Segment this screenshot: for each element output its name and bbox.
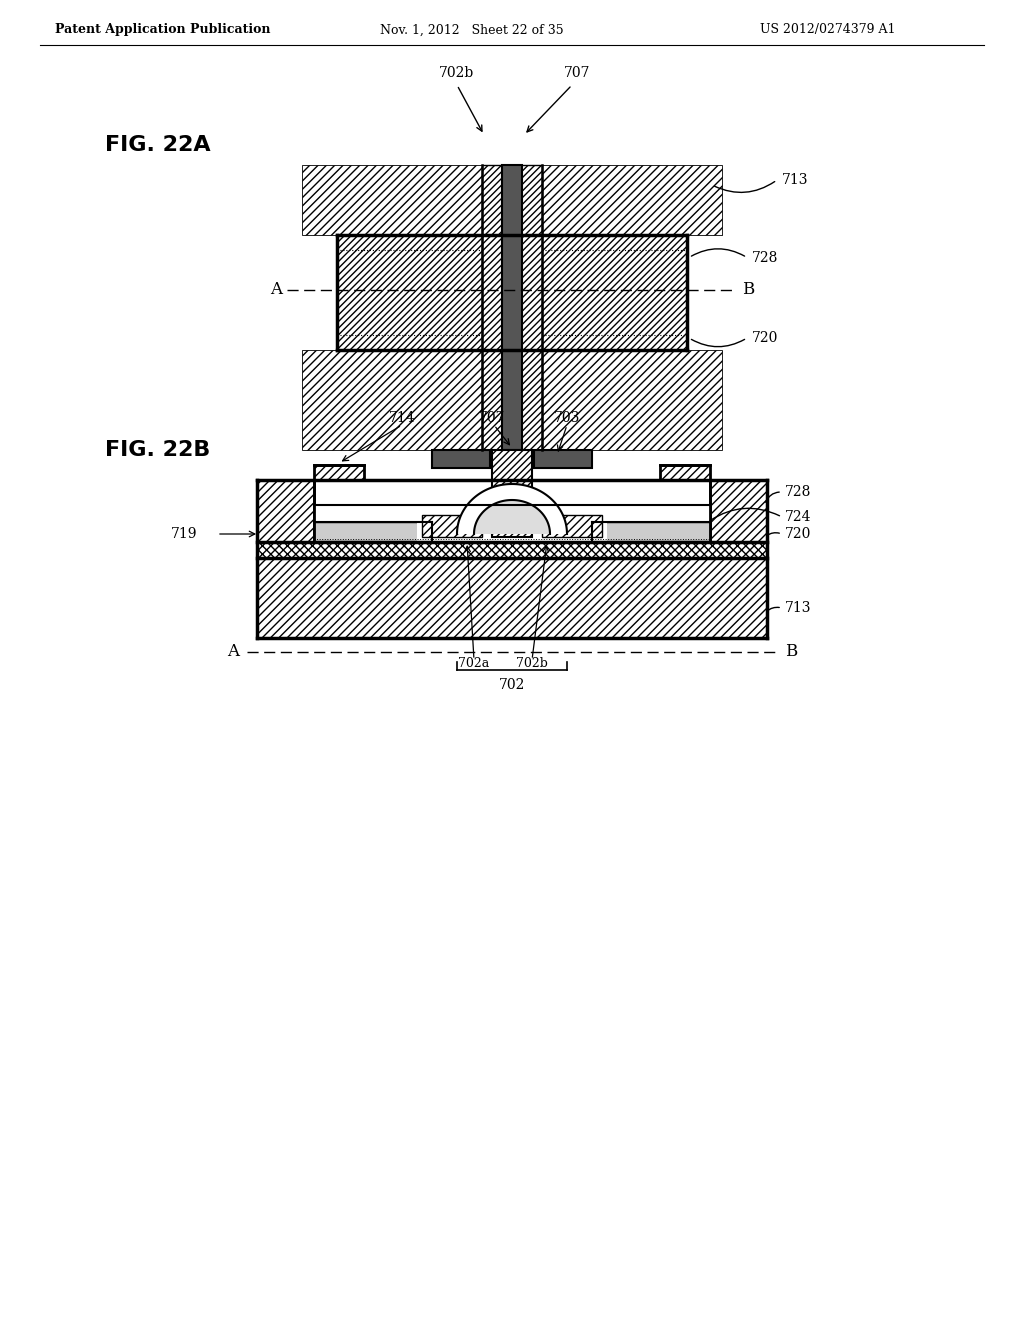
Polygon shape (542, 515, 602, 537)
Text: B: B (742, 281, 755, 298)
Polygon shape (257, 480, 314, 543)
Polygon shape (542, 235, 687, 350)
Text: 728: 728 (752, 251, 778, 264)
Text: 720: 720 (785, 527, 811, 541)
Text: 703: 703 (554, 411, 581, 425)
Text: 713: 713 (785, 601, 811, 615)
Text: 714: 714 (389, 411, 416, 425)
Text: FIG. 22B: FIG. 22B (105, 440, 210, 459)
Text: A: A (227, 644, 239, 660)
Polygon shape (302, 165, 722, 235)
Text: Patent Application Publication: Patent Application Publication (55, 24, 270, 37)
Polygon shape (474, 500, 550, 535)
Text: 707: 707 (479, 411, 505, 425)
Polygon shape (314, 506, 710, 543)
Polygon shape (457, 484, 567, 535)
Polygon shape (422, 515, 482, 537)
Text: 702b: 702b (516, 657, 548, 671)
Text: 728: 728 (785, 484, 811, 499)
Polygon shape (660, 465, 710, 480)
Text: 720: 720 (752, 331, 778, 345)
Polygon shape (302, 350, 722, 450)
Polygon shape (502, 165, 522, 450)
Polygon shape (534, 450, 592, 469)
Polygon shape (492, 450, 532, 537)
Polygon shape (257, 558, 767, 638)
Polygon shape (592, 521, 710, 543)
Text: 702a: 702a (459, 657, 489, 671)
Polygon shape (417, 506, 607, 543)
Text: FIG. 22A: FIG. 22A (105, 135, 211, 154)
Text: 713: 713 (782, 173, 809, 187)
Polygon shape (314, 465, 364, 480)
Polygon shape (314, 521, 432, 543)
Text: US 2012/0274379 A1: US 2012/0274379 A1 (760, 24, 896, 37)
Polygon shape (257, 543, 767, 558)
Polygon shape (482, 165, 542, 450)
Polygon shape (432, 450, 490, 469)
Text: Nov. 1, 2012   Sheet 22 of 35: Nov. 1, 2012 Sheet 22 of 35 (380, 24, 563, 37)
Text: A: A (270, 281, 282, 298)
Text: 707: 707 (564, 66, 590, 81)
Text: 702: 702 (499, 678, 525, 692)
Text: 724: 724 (785, 510, 811, 524)
Polygon shape (710, 480, 767, 543)
Text: 702b: 702b (439, 66, 475, 81)
Text: 719: 719 (171, 527, 197, 541)
Polygon shape (337, 235, 482, 350)
Text: B: B (785, 644, 798, 660)
